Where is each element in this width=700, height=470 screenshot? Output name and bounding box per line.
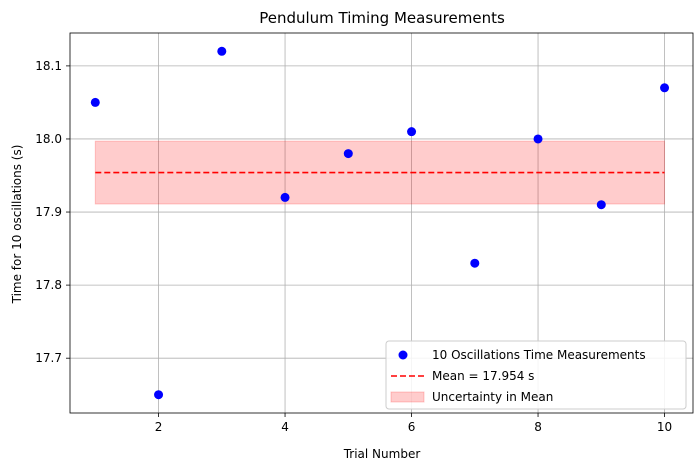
x-tick-label: 10: [657, 420, 672, 434]
x-axis-label: Trial Number: [343, 447, 421, 461]
y-axis-label: Time for 10 oscillations (s): [10, 145, 24, 305]
chart-title: Pendulum Timing Measurements: [259, 9, 505, 27]
axes-frame: [69, 32, 694, 414]
data-point: [343, 149, 353, 159]
x-tick-label: 4: [281, 420, 289, 434]
plot-area: 2 4 6 8 10 17.7 17.8 17.9 18.0 18.1: [35, 32, 694, 434]
x-tick-label: 2: [155, 420, 163, 434]
data-point: [533, 134, 543, 144]
legend-label-band: Uncertainty in Mean: [432, 390, 553, 404]
y-tick-label: 18.1: [35, 59, 62, 73]
x-tick-label: 8: [534, 420, 542, 434]
data-point: [470, 258, 480, 268]
x-tick-label: 6: [408, 420, 416, 434]
legend: 10 Oscillations Time Measurements Mean = …: [385, 340, 687, 410]
data-point: [154, 390, 164, 400]
data-point: [660, 83, 670, 93]
data-point: [280, 192, 290, 202]
legend-marker-scatter: [398, 350, 408, 360]
legend-label-mean: Mean = 17.954 s: [432, 369, 534, 383]
data-point: [407, 127, 417, 137]
y-tick-label: 18.0: [35, 132, 62, 146]
data-point: [596, 200, 606, 210]
data-point: [217, 46, 227, 56]
legend-marker-band: [390, 391, 425, 403]
y-tick-label: 17.7: [35, 351, 62, 365]
legend-label-scatter: 10 Oscillations Time Measurements: [432, 348, 646, 362]
data-point: [90, 97, 100, 107]
legend-box: [385, 340, 687, 410]
y-tick-label: 17.8: [35, 278, 62, 292]
y-tick-label: 17.9: [35, 205, 62, 219]
